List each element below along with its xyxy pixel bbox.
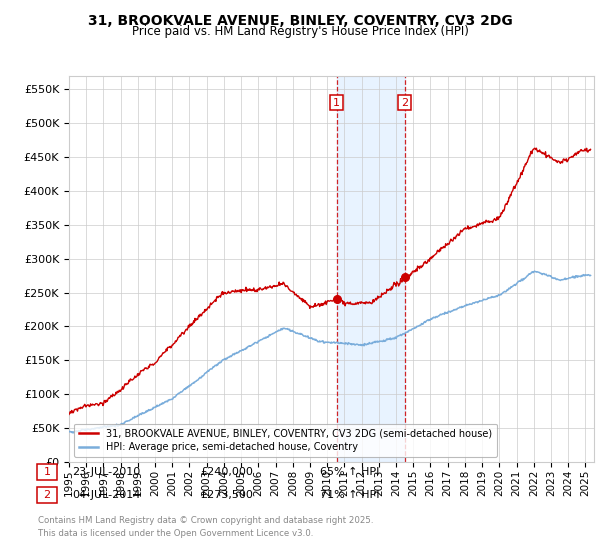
Text: 1: 1 [333, 97, 340, 108]
Text: 2: 2 [401, 97, 408, 108]
Text: 71% ↑ HPI: 71% ↑ HPI [320, 490, 380, 500]
Text: 65% ↑ HPI: 65% ↑ HPI [320, 467, 379, 477]
Bar [337, 76, 404, 462]
Text: 23-JUL-2010: 23-JUL-2010 [72, 467, 140, 477]
Text: Price paid vs. HM Land Registry's House Price Index (HPI): Price paid vs. HM Land Registry's House … [131, 25, 469, 38]
Text: 1: 1 [44, 467, 50, 477]
FancyBboxPatch shape [37, 464, 57, 480]
Text: £273,500: £273,500 [200, 490, 253, 500]
Text: £240,000: £240,000 [200, 467, 253, 477]
Text: 2: 2 [43, 490, 50, 500]
FancyBboxPatch shape [37, 487, 57, 503]
Legend: 31, BROOKVALE AVENUE, BINLEY, COVENTRY, CV3 2DG (semi-detached house), HPI: Aver: 31, BROOKVALE AVENUE, BINLEY, COVENTRY, … [74, 423, 497, 457]
Text: Contains HM Land Registry data © Crown copyright and database right 2025.
This d: Contains HM Land Registry data © Crown c… [38, 516, 373, 538]
Text: 31, BROOKVALE AVENUE, BINLEY, COVENTRY, CV3 2DG: 31, BROOKVALE AVENUE, BINLEY, COVENTRY, … [88, 14, 512, 28]
Text: 04-JUL-2014: 04-JUL-2014 [72, 490, 140, 500]
